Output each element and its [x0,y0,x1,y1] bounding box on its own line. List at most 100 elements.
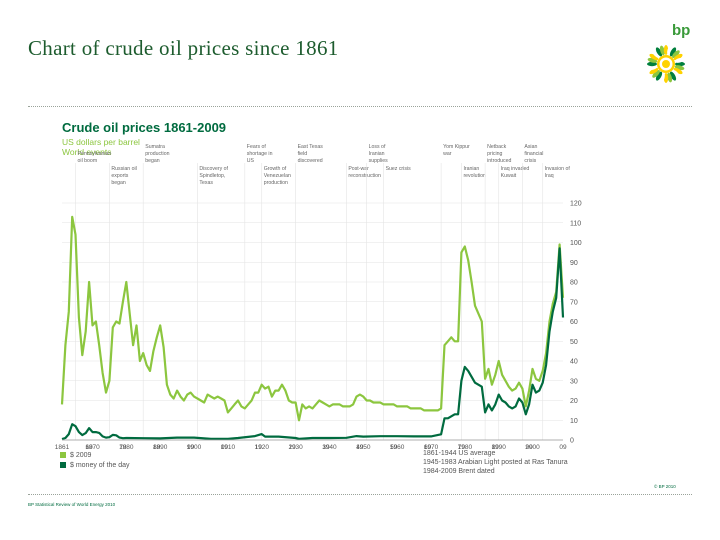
event-label: Yom Kippur [443,144,470,150]
x-tick-label: 99 [187,444,195,451]
logo-petal [673,53,683,61]
x-tick-label: 1980 [458,444,473,451]
y-tick-label: 90 [570,260,578,267]
x-tick-label: 1910 [221,444,236,451]
x-tick-label: 1950 [356,444,371,451]
event-label: Growth of [264,166,287,172]
x-tick-label: 79 [458,444,466,451]
logo-petal [663,73,669,83]
event-label: financial [524,151,543,157]
logo-petal [675,61,685,67]
event-label: Netback [487,144,506,150]
logo-petal [674,57,685,63]
y-tick-label: 80 [570,280,578,287]
logo-petal [649,53,659,61]
legend-item: $ 2009 [60,452,91,459]
x-tick-label: 1920 [254,444,269,451]
x-tick-label: 1970 [424,444,439,451]
x-tick-label: 1890 [153,444,168,451]
event-label: Sumatra [145,144,165,150]
legend-swatch [60,462,66,469]
event-label: East Texas [298,144,324,150]
event-label: field [298,151,308,157]
logo-petal [649,67,659,75]
event-label: began [145,158,160,164]
logo-petal [669,71,677,81]
event-label: Venezuelan [264,173,291,179]
series-line [61,247,565,441]
logo-petal [669,47,677,57]
x-tick-label: 29 [289,444,297,451]
event-label: Suez crisis [386,166,411,172]
event-label: supplies [369,158,388,164]
x-tick-label: 09 [559,444,567,451]
event-label: Invasion of [545,166,571,172]
title-rule [28,106,692,107]
event-label: production [264,180,288,186]
x-tick-label: 1880 [119,444,134,451]
x-tick-label: 1900 [187,444,202,451]
slide-title: Chart of crude oil prices since 1861 [28,36,339,60]
logo-petal [659,45,665,56]
chart-subtitle: US dollars per barrel [62,137,140,147]
event-label: production [145,151,169,157]
event-label: Fears of [247,144,267,150]
y-tick-label: 110 [570,220,581,227]
event-label: Pennsylvanian [78,151,112,157]
y-tick-label: 10 [570,418,578,425]
event-label: Spindletop, [199,173,225,179]
logo-petal [672,50,680,58]
logo-petal [673,67,683,75]
x-tick-label: 49 [356,444,364,451]
y-tick-label: 40 [570,359,578,366]
x-tick-label: 19 [255,444,263,451]
event-label: US [247,158,255,164]
event-label: oil boom [78,158,98,164]
x-tick-label: 1930 [288,444,303,451]
legend-item: $ money of the day [60,462,130,469]
x-tick-label: 89 [153,444,161,451]
y-tick-label: 100 [570,240,582,247]
footer-source: BP Statistical Review of World Energy 20… [28,502,116,507]
x-tick-label: 2000 [525,444,540,451]
legend-label: $ money of the day [70,462,130,469]
event-label: exports [111,173,128,179]
event-label: Iraq [545,173,554,179]
logo-petal [655,47,663,57]
legend-label: $ 2009 [70,452,92,459]
y-tick-label: 70 [570,299,578,306]
x-tick-label: 89 [492,444,500,451]
event-label: Texas [199,180,213,186]
event-label: Iraq invaded [501,166,530,172]
event-label: Russian oil [111,166,136,172]
logo-petal [652,50,660,58]
logo-text: bp [672,22,691,39]
event-label: Iranian [369,151,385,157]
x-tick-label: 1940 [322,444,337,451]
x-tick-label: 1960 [390,444,405,451]
y-tick-label: 0 [570,438,574,445]
event-label: war [443,151,452,157]
event-label: Post-war [348,166,369,172]
logo-petal [652,70,660,78]
event-label: began [111,180,126,186]
bp-logo [640,24,696,90]
y-tick-label: 60 [570,319,578,326]
source-note-line: 1945-1983 Arabian Light posted at Ras Ta… [423,459,568,466]
y-tick-label: 30 [570,378,578,385]
footer-rule [28,494,692,495]
x-tick-label: 1861 [55,444,70,451]
legend-swatch [60,452,66,459]
event-label: reconstruction [348,173,381,179]
x-tick-label: 99 [526,444,534,451]
logo-petal [655,71,663,81]
event-label: pricing [487,151,502,157]
event-label: discovered [298,158,323,164]
logo-petal [667,72,673,83]
source-note-line: 1861-1944 US average [423,450,496,457]
series-line [60,215,565,422]
x-tick-label: 09 [221,444,229,451]
y-tick-label: 120 [570,201,582,208]
chart-subtitle-2: World events [62,147,112,157]
event-label: shortage in [247,151,273,157]
